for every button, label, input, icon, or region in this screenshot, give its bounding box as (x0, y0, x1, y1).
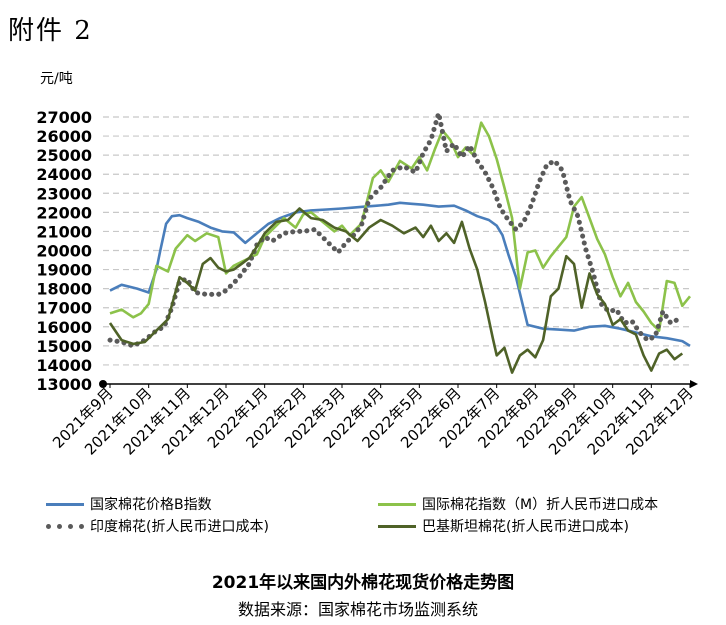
legend-item-b-index: 国家棉花价格B指数 (46, 494, 212, 514)
y-tick-label: 22000 (36, 203, 92, 222)
chart-title: 2021年以来国内外棉花现货价格走势图 (211, 573, 515, 593)
y-tick-label: 19000 (36, 261, 92, 280)
legend-line-swatch (378, 502, 416, 506)
attachment-label: 附件 2 (8, 16, 93, 46)
legend-item-pakistan: 巴基斯坦棉花(折人民币进口成本) (378, 516, 629, 536)
legend-label: 国家棉花价格B指数 (90, 497, 212, 513)
y-tick-label: 14000 (36, 356, 92, 375)
legend-label: 国际棉花指数（M）折人民币进口成本 (422, 497, 659, 513)
series-line-2 (107, 110, 681, 349)
y-tick-label: 24000 (36, 165, 92, 184)
y-tick-label: 16000 (36, 318, 92, 337)
chart-source: 数据来源：国家棉花市场监测系统 (238, 600, 479, 619)
legend-label: 巴基斯坦棉花(折人民币进口成本) (422, 519, 629, 535)
y-axis-ticks: 1300014000150001600017000180001900020000… (36, 108, 92, 394)
y-tick-label: 15000 (36, 337, 92, 356)
x-axis-ticks: 2021年9月2021年10月2021年11月2021年12月2022年1月20… (49, 384, 697, 459)
series-line-1 (109, 121, 692, 332)
y-tick-label: 23000 (36, 184, 92, 203)
y-axis-unit-label: 元/吨 (40, 71, 73, 87)
legend-item-international-m: 国际棉花指数（M）折人民币进口成本 (378, 494, 658, 514)
y-tick-label: 13000 (36, 375, 92, 394)
legend-label: 印度棉花(折人民币进口成本) (90, 519, 269, 535)
series-lines (107, 110, 692, 374)
y-tick-label: 20000 (36, 242, 92, 261)
x-axis-arrow-icon (690, 380, 698, 388)
legend-item-india: 印度棉花(折人民币进口成本) (46, 516, 269, 536)
y-tick-label: 25000 (36, 146, 92, 165)
y-tick-label: 18000 (36, 280, 92, 299)
legend-line-swatch (378, 524, 416, 528)
legend-dotted-swatch (46, 523, 84, 529)
series-line-3 (108, 207, 684, 374)
gridlines (103, 116, 690, 366)
y-tick-label: 21000 (36, 222, 92, 241)
axis-origin-dot (99, 380, 107, 388)
series-line-0 (109, 201, 691, 348)
y-tick-label: 26000 (36, 127, 92, 146)
legend-line-swatch (46, 502, 84, 506)
y-tick-label: 17000 (36, 299, 92, 318)
y-tick-label: 27000 (36, 108, 92, 127)
